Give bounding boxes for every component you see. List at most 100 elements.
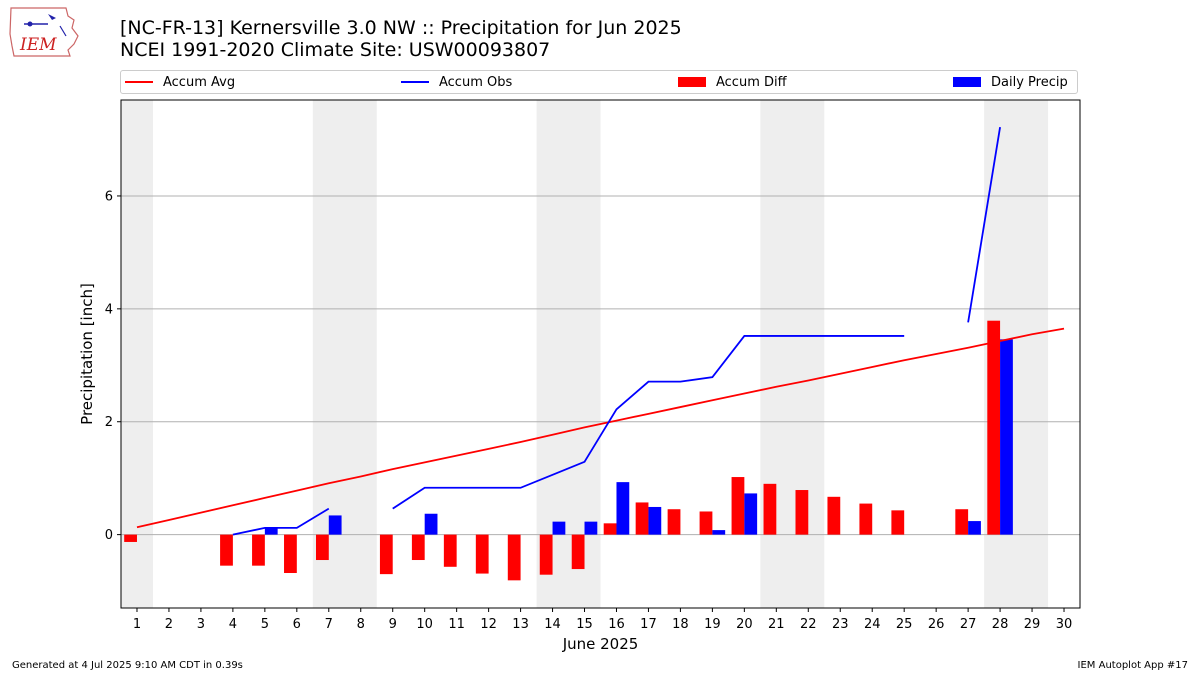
daily-precip-bar <box>968 521 981 535</box>
x-tick-label: 14 <box>544 617 561 632</box>
x-axis-label: June 2025 <box>562 635 639 653</box>
accum-diff-bar <box>987 320 1001 535</box>
accum-diff-bar <box>859 503 873 535</box>
chart-subtitle: NCEI 1991-2020 Climate Site: USW00093807 <box>120 39 551 61</box>
legend-item-accum-obs: Accum Obs <box>401 71 512 93</box>
x-tick-label: 3 <box>197 617 205 632</box>
x-tick-label: 6 <box>293 617 301 632</box>
x-tick-label: 7 <box>325 617 333 632</box>
accum-diff-bar <box>411 534 425 561</box>
x-tick-label: 10 <box>416 617 433 632</box>
x-tick-label: 5 <box>261 617 269 632</box>
accum-diff-bar <box>603 523 617 535</box>
daily-precip-bar <box>552 521 566 535</box>
x-tick-label: 21 <box>768 617 785 632</box>
x-tick-label: 19 <box>704 617 721 632</box>
accum-diff-bar <box>443 534 457 567</box>
y-tick-label: 2 <box>105 415 113 430</box>
legend-swatch-accum-avg <box>125 81 153 83</box>
bars <box>124 320 1013 581</box>
x-tick-label: 28 <box>992 617 1009 632</box>
accum-diff-bar <box>827 496 841 535</box>
x-tick-label: 17 <box>640 617 657 632</box>
accum-diff-bar <box>731 477 745 535</box>
legend-label-accum-diff: Accum Diff <box>716 74 787 90</box>
x-tick-label: 29 <box>1024 617 1041 632</box>
legend-swatch-accum-diff <box>678 77 706 87</box>
accum-diff-bar <box>635 502 649 535</box>
accum-diff-bar <box>252 534 265 566</box>
accum-diff-bar <box>284 534 297 574</box>
accum-obs-line <box>232 507 330 536</box>
accum-obs-line <box>967 126 1001 323</box>
accum-diff-bar <box>795 490 809 535</box>
accum-diff-bar <box>124 534 137 542</box>
x-tick-label: 26 <box>928 617 945 632</box>
daily-precip-bar <box>264 527 278 535</box>
legend-label-accum-avg: Accum Avg <box>163 74 236 90</box>
iem-logo: IEM <box>9 7 79 57</box>
x-tick-label: 18 <box>672 617 689 632</box>
legend-item-accum-diff: Accum Diff <box>678 71 787 93</box>
accum-diff-bar <box>667 509 681 535</box>
x-tick-label: 1 <box>133 617 141 632</box>
gridlines <box>121 195 1080 536</box>
x-tick-label: 13 <box>512 617 529 632</box>
legend-label-accum-obs: Accum Obs <box>439 74 513 90</box>
x-tick-label: 23 <box>832 617 849 632</box>
legend: Accum Avg Accum Obs Accum Diff Daily Pre… <box>120 70 1078 94</box>
x-tick-label: 25 <box>896 617 913 632</box>
accum-diff-bar <box>475 534 489 574</box>
daily-precip-bar <box>744 493 758 535</box>
legend-swatch-accum-obs <box>401 81 429 83</box>
daily-precip-bar <box>712 530 726 535</box>
accum-diff-bar <box>315 534 329 561</box>
accum-avg-line <box>136 327 1065 529</box>
chart-title: [NC-FR-13] Kernersville 3.0 NW :: Precip… <box>120 17 682 39</box>
x-tick-label: 27 <box>960 617 977 632</box>
legend-swatch-daily-precip <box>953 77 981 87</box>
lines <box>136 126 1065 536</box>
accum-diff-bar <box>699 511 713 535</box>
x-tick-label: 15 <box>576 617 593 632</box>
plot-frame <box>120 99 1081 609</box>
legend-label-daily-precip: Daily Precip <box>991 74 1068 90</box>
accum-diff-bar <box>539 534 553 575</box>
accum-diff-bar <box>571 534 585 570</box>
x-tick-label: 11 <box>448 617 465 632</box>
daily-precip-bar <box>648 506 662 535</box>
footer-app: IEM Autoplot App #17 <box>1077 660 1188 671</box>
legend-item-daily-precip: Daily Precip <box>953 71 1068 93</box>
weekend-band <box>121 100 153 608</box>
x-tick-label: 30 <box>1056 617 1073 632</box>
footer-generated: Generated at 4 Jul 2025 9:10 AM CDT in 0… <box>12 660 243 671</box>
accum-diff-bar <box>379 534 393 575</box>
accum-diff-bar <box>891 510 905 535</box>
daily-precip-bar <box>584 521 598 535</box>
x-tick-label: 16 <box>608 617 625 632</box>
legend-item-accum-avg: Accum Avg <box>125 71 235 93</box>
accum-diff-bar <box>763 483 777 535</box>
y-tick-label: 6 <box>105 189 113 204</box>
accum-diff-bar <box>507 534 521 581</box>
daily-precip-bar <box>328 515 342 535</box>
x-tick-label: 8 <box>357 617 365 632</box>
daily-precip-bar <box>1000 339 1013 535</box>
accum-diff-bar <box>955 509 969 535</box>
accum-obs-line <box>392 335 905 510</box>
logo-text: IEM <box>19 35 57 55</box>
x-tick-label: 4 <box>229 617 237 632</box>
x-tick-label: 20 <box>736 617 753 632</box>
y-tick-label: 0 <box>105 528 113 543</box>
x-tick-label: 2 <box>165 617 173 632</box>
x-tick-label: 12 <box>480 617 497 632</box>
x-tick-label: 22 <box>800 617 817 632</box>
accum-diff-bar <box>220 534 233 566</box>
x-tick-label: 24 <box>864 617 881 632</box>
daily-precip-bar <box>424 513 438 535</box>
weekend-band <box>312 100 377 608</box>
y-axis-label: Precipitation [inch] <box>78 283 96 425</box>
daily-precip-bar <box>616 482 630 535</box>
